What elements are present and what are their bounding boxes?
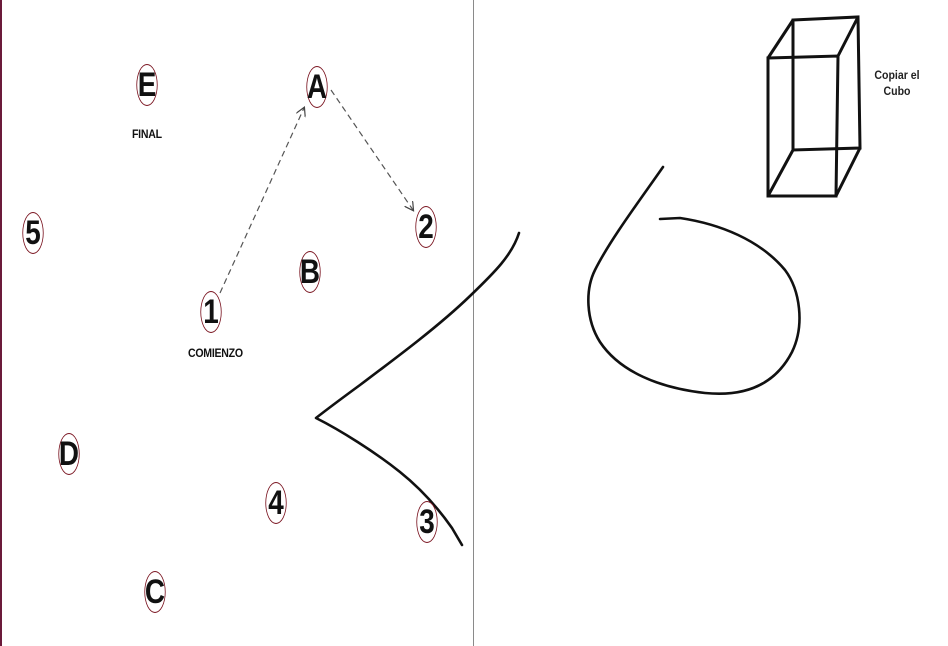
trail-node-3[interactable]: 3 <box>416 501 438 543</box>
cube-instruction: Copiar el Cubo <box>866 67 928 99</box>
freehand-stroke-loop <box>587 165 801 395</box>
left-border <box>0 0 2 646</box>
trail-line-a-to-2 <box>330 89 413 210</box>
start-label: COMIENZO <box>188 346 243 360</box>
trail-node-5[interactable]: 5 <box>22 212 44 254</box>
freehand-stroke-left <box>314 231 521 547</box>
cube-instruction-line-2: Cubo <box>883 84 911 98</box>
trail-node-d[interactable]: D <box>58 433 80 475</box>
trail-node-1[interactable]: 1 <box>200 291 222 333</box>
trail-node-c[interactable]: C <box>144 571 166 613</box>
end-label: FINAL <box>132 127 162 141</box>
cube-instruction-line-1: Copiar el <box>874 68 920 82</box>
trail-line-1-to-a <box>219 108 304 294</box>
trail-node-2[interactable]: 2 <box>415 206 437 248</box>
cube-model <box>766 15 862 198</box>
trail-node-b[interactable]: B <box>299 251 321 293</box>
trail-node-e[interactable]: E <box>136 64 158 106</box>
trail-node-a[interactable]: A <box>306 66 328 108</box>
trail-node-4[interactable]: 4 <box>265 482 287 524</box>
section-divider <box>473 0 474 646</box>
